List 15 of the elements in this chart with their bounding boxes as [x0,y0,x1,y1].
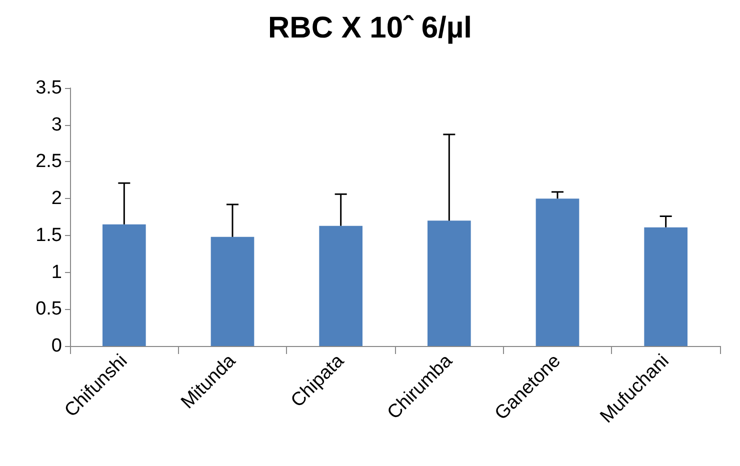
y-tick-label: 3.5 [36,78,62,98]
y-tick-label: 3 [51,114,62,136]
bar [536,198,580,346]
bar [644,227,688,346]
bar [102,224,146,346]
bar [210,236,254,346]
chart-title: RBC X 10ˆ 6/µl [268,12,472,44]
y-tick-label: 0.5 [36,298,62,320]
y-tick-label: 1.5 [36,224,62,246]
bar [319,226,362,346]
y-tick-label: 2 [51,188,62,210]
y-tick-label: 2.5 [36,151,62,172]
y-tick-label: 0 [51,336,62,356]
y-tick-label: 1 [51,262,62,283]
bar [428,220,471,346]
